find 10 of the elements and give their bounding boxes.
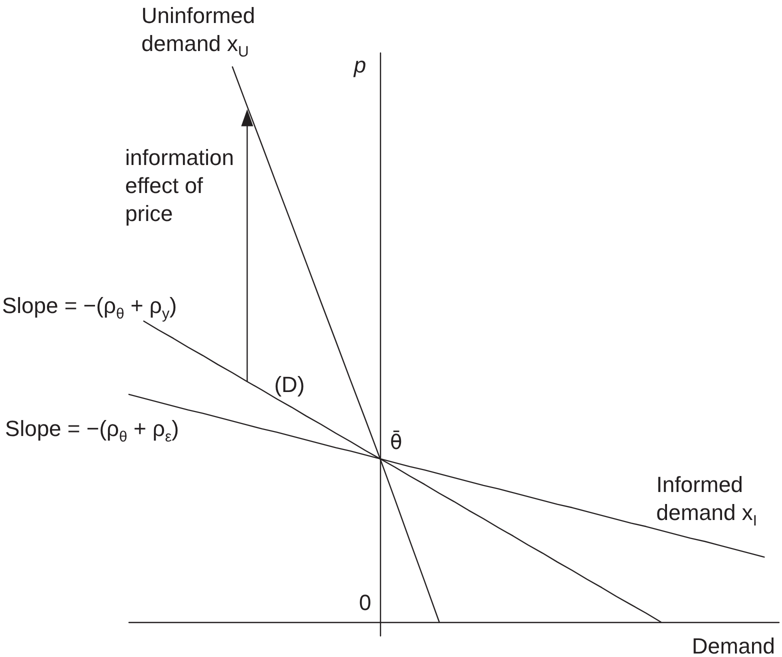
series-label: Uninformed demand x$_{U}$ [141,2,256,60]
series-label: Informed demand x$_{I}$ [656,471,758,530]
annotation: 0 [359,590,372,615]
x-axis-title: Demand [692,634,775,657]
annotation: Slope = −(ρ$_{θ}$ + ρ$_{ε}$) [5,416,179,446]
annotation: (D) [274,372,305,398]
annotation: Slope = −(ρ$_{θ}$ + ρ$_{y}$) [2,293,177,323]
annotation: information effect of price [125,144,236,228]
annotation: θ̄ [390,430,402,454]
y-axis-title: p [352,52,366,78]
